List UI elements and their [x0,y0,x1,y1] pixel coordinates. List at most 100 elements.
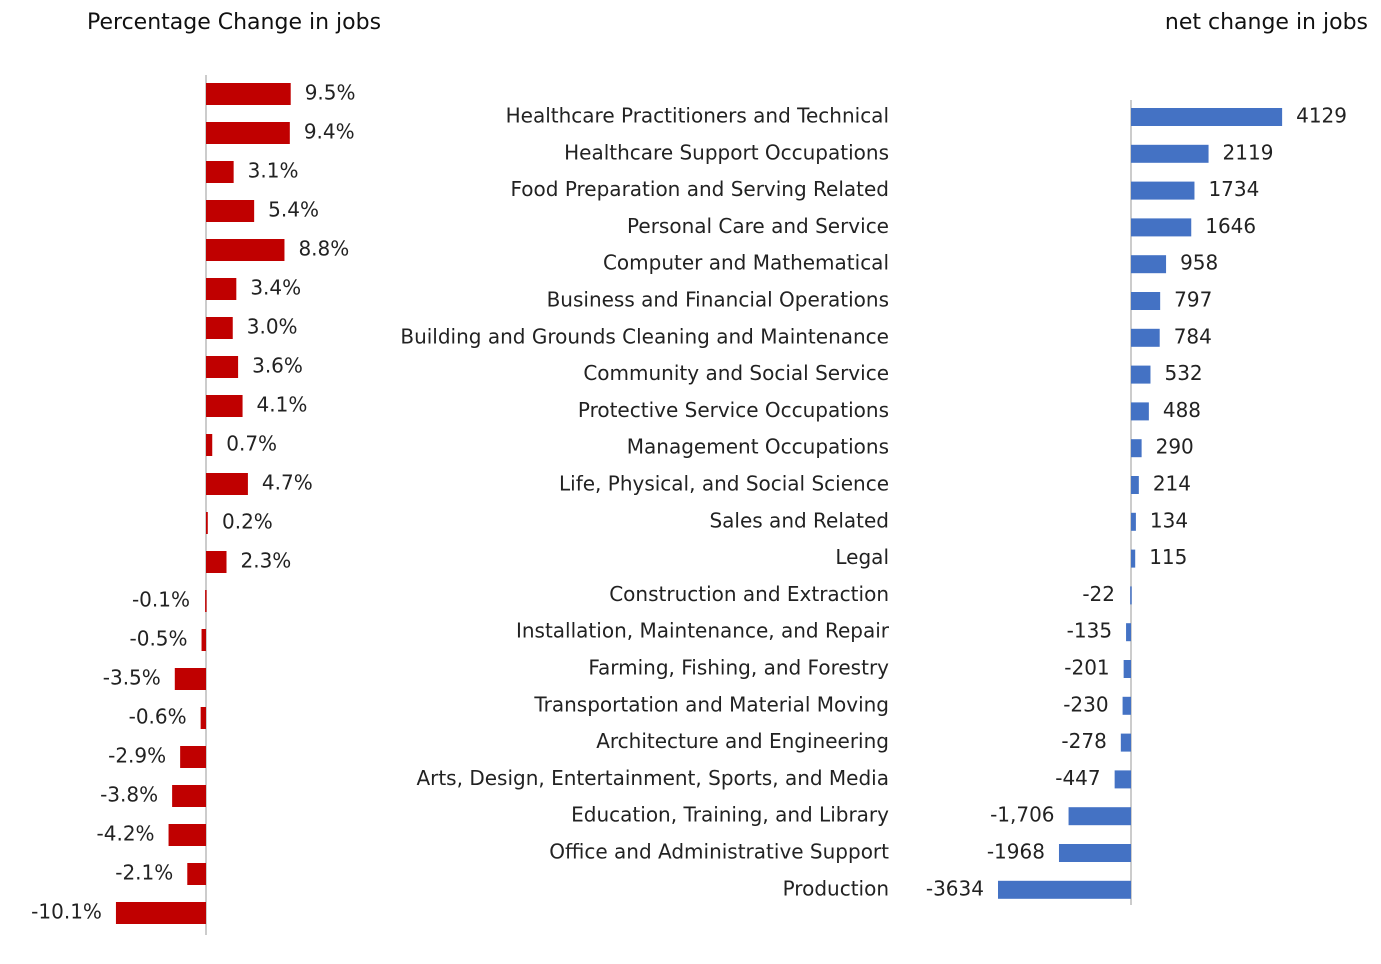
data-label: 0.7% [226,432,277,456]
category-label: Farming, Fishing, and Forestry [588,656,889,680]
bar [206,395,243,417]
data-label: -1,706 [990,803,1054,827]
chart-title: Percentage Change in jobs [87,10,381,35]
data-label: 0.2% [222,510,273,534]
bar [1131,439,1142,458]
category-label: Healthcare Support Occupations [564,140,889,164]
data-label: 9.5% [305,81,356,105]
category-label: Arts, Design, Entertainment, Sports, and… [416,766,889,790]
category-label: Management Occupations [627,435,889,459]
data-label: 115 [1149,545,1187,569]
category-label: Legal [835,545,889,569]
data-label: -201 [1064,656,1109,680]
data-label: 4.1% [257,393,308,417]
data-label: 2119 [1223,140,1274,164]
bar [1126,623,1131,642]
bar [168,824,206,846]
bar [1131,365,1151,384]
category-label: Community and Social Service [583,361,889,385]
category-label: Computer and Mathematical [603,251,889,275]
data-label: -447 [1055,766,1100,790]
bar [187,863,206,885]
data-label: 4129 [1296,104,1347,128]
data-label: 134 [1150,508,1188,532]
data-label: -4.2% [97,822,155,846]
category-label: Personal Care and Service [627,214,889,238]
data-label: -0.6% [129,705,187,729]
data-label: -2.1% [115,861,173,885]
data-label: -0.1% [132,588,190,612]
category-label: Healthcare Practitioners and Technical [506,104,889,128]
bar [172,785,206,807]
bar [1130,586,1132,605]
data-label: 3.4% [250,276,301,300]
category-label: Education, Training, and Library [571,803,889,827]
bar [206,551,227,573]
bar [174,668,206,690]
category-label: Transportation and Material Moving [533,692,889,716]
data-label: 2.3% [241,549,292,573]
data-label: -3.8% [100,783,158,807]
bar [205,590,207,612]
bar [1131,144,1209,163]
bar [206,434,213,456]
data-label: 5.4% [268,198,319,222]
bar [1114,770,1131,789]
bar [1120,733,1131,752]
data-label: 214 [1153,472,1191,496]
data-label: -278 [1061,729,1106,753]
data-label: 958 [1180,251,1218,275]
data-label: 290 [1156,435,1194,459]
bar [206,473,248,495]
bar [1131,549,1136,568]
category-label: Food Preparation and Serving Related [511,177,890,201]
bar [1068,807,1131,826]
data-label: 532 [1164,361,1202,385]
bar [1122,696,1131,715]
bar [1058,844,1131,862]
bar [180,746,206,768]
data-label: 784 [1174,324,1212,348]
category-label: Sales and Related [709,508,889,532]
category-label: Business and Financial Operations [547,288,889,312]
bar [1131,328,1160,347]
data-label: -10.1% [31,900,102,924]
data-label: 797 [1174,288,1212,312]
data-label: 9.4% [304,120,355,144]
bar [206,512,208,534]
category-label: Life, Physical, and Social Science [559,472,889,496]
bar [206,317,233,339]
category-label: Building and Grounds Cleaning and Mainte… [400,324,889,348]
data-label: 4.7% [262,471,313,495]
bar [206,239,285,261]
category-label: Architecture and Engineering [596,729,889,753]
bar [1131,181,1195,200]
category-label: Office and Administrative Support [549,840,889,864]
data-label: -3634 [926,876,984,900]
bar [206,356,239,378]
bar [206,278,237,300]
bar [1131,255,1167,274]
data-label: 1734 [1208,177,1259,201]
bar [1131,108,1283,126]
bar [997,880,1131,899]
bar [115,902,206,924]
category-label: Protective Service Occupations [578,398,889,422]
bar [206,200,255,222]
bar [1131,512,1136,531]
category-label: Construction and Extraction [609,582,889,606]
bar [1131,218,1192,237]
data-label: 3.1% [248,159,299,183]
bar [1131,402,1149,421]
bar [206,122,290,144]
data-label: 3.6% [252,354,303,378]
data-label: -230 [1063,692,1108,716]
data-label: -22 [1082,582,1115,606]
bar [206,83,291,105]
data-label: -3.5% [103,666,161,690]
data-label: -2.9% [108,744,166,768]
data-label: -1968 [987,840,1045,864]
data-label: 3.0% [247,315,298,339]
data-label: 488 [1163,398,1201,422]
